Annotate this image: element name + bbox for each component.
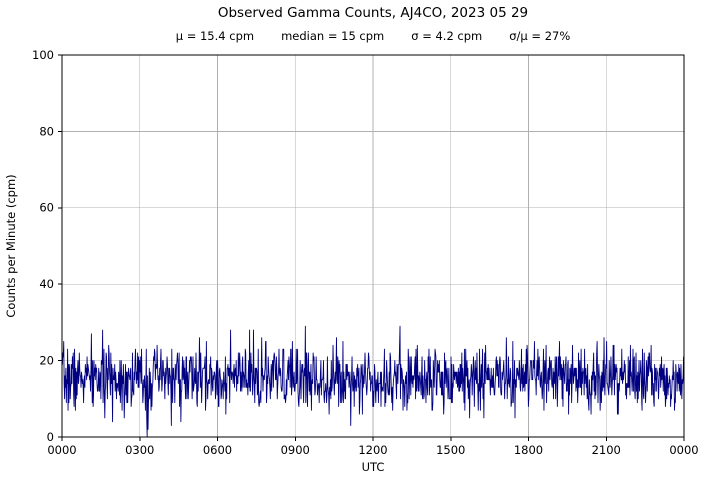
svg-text:1500: 1500 [436, 443, 465, 457]
svg-text:0000: 0000 [669, 443, 698, 457]
stat-sigma-over-mu: σ/μ = 27% [509, 29, 571, 43]
y-tick-labels: 0 20 40 60 80 100 [32, 48, 54, 444]
stat-median: median = 15 cpm [281, 29, 385, 43]
svg-text:1200: 1200 [358, 443, 387, 457]
svg-text:0000: 0000 [47, 443, 76, 457]
svg-text:40: 40 [39, 277, 54, 291]
svg-text:0: 0 [47, 430, 54, 444]
svg-text:1800: 1800 [514, 443, 543, 457]
svg-text:0600: 0600 [203, 443, 232, 457]
svg-text:100: 100 [32, 48, 54, 62]
tick-marks [58, 54, 685, 441]
svg-text:2100: 2100 [592, 443, 621, 457]
y-axis-label: Counts per Minute (cpm) [4, 174, 18, 317]
grid-lines [62, 55, 684, 437]
svg-text:0900: 0900 [281, 443, 310, 457]
series-line-gamma-counts [61, 325, 685, 438]
svg-text:0300: 0300 [125, 443, 154, 457]
chart-title: Observed Gamma Counts, AJ4CO, 2023 05 29 [217, 5, 529, 21]
stat-mean: μ = 15.4 cpm [175, 29, 255, 43]
svg-text:20: 20 [39, 354, 54, 368]
x-axis-label: UTC [362, 460, 385, 474]
stat-sigma: σ = 4.2 cpm [411, 29, 483, 43]
x-tick-labels: 0000 0300 0600 0900 1200 1500 1800 2100 0000 [47, 443, 698, 457]
svg-text:80: 80 [39, 124, 54, 138]
chart-stats-row: μ = 15.4 cpm median = 15 cpm σ = 4.2 cpm… [62, 29, 684, 43]
svg-text:60: 60 [39, 201, 54, 215]
